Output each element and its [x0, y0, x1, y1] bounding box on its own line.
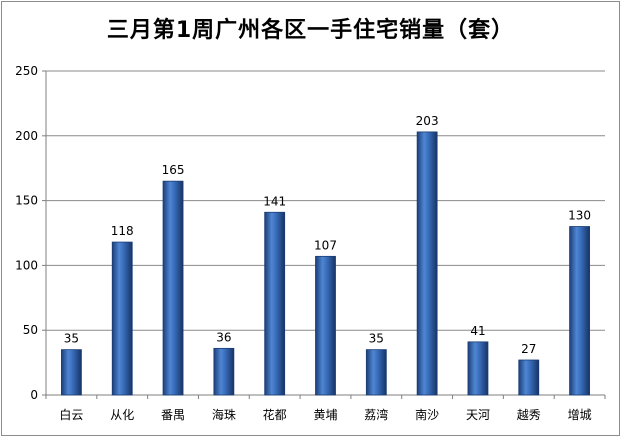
bars	[61, 131, 590, 396]
y-tick-label: 150	[15, 194, 38, 208]
data-label: 35	[369, 332, 384, 346]
data-label: 107	[314, 238, 337, 252]
data-label: 35	[64, 332, 79, 346]
x-tick-label: 白云	[59, 407, 83, 422]
y-tick-label: 250	[15, 64, 38, 78]
x-tick-label: 花都	[263, 407, 287, 422]
x-tick-label: 天河	[466, 408, 490, 422]
x-tick-label: 南沙	[415, 407, 439, 422]
bar-从化	[111, 241, 133, 396]
data-label: 141	[263, 194, 286, 208]
y-tick-label: 100	[15, 258, 38, 272]
bar-天河	[467, 341, 489, 396]
x-tick-label: 从化	[110, 408, 134, 422]
data-label: 130	[568, 209, 591, 223]
chart-title: 三月第1周广州各区一手住宅销量（套）	[106, 18, 515, 43]
bar-增城	[569, 226, 590, 396]
data-label: 118	[111, 224, 134, 238]
bar-白云	[61, 349, 82, 396]
bar-番禺	[162, 180, 184, 396]
data-label: 165	[162, 163, 185, 177]
x-tick-label: 黄埔	[313, 408, 337, 422]
bar-荔湾	[365, 349, 387, 396]
y-tick-label: 50	[23, 323, 38, 337]
data-labels: 35 118 165 36 141 107 35 203 41 27 130	[64, 114, 591, 356]
data-label: 41	[470, 324, 485, 338]
axes: 0 50 100 150 200 250 白云 从化 番禺 海珠 花都 黄埔 荔湾 南沙 天河 越秀 增城	[15, 64, 606, 422]
data-label: 36	[216, 330, 231, 344]
data-label: 27	[521, 342, 536, 356]
bar-花都	[264, 211, 286, 396]
x-tick-label: 海珠	[212, 407, 236, 422]
y-tick-label: 200	[15, 129, 38, 143]
bar-海珠	[213, 347, 235, 396]
x-tick-label: 越秀	[517, 408, 541, 422]
data-label: 203	[416, 114, 439, 128]
x-tick-label: 番禺	[161, 408, 185, 422]
y-tick-label: 0	[30, 388, 38, 402]
x-tick-label: 增城	[568, 408, 592, 422]
x-tick-label: 荔湾	[364, 407, 388, 422]
bar-越秀	[518, 359, 540, 396]
bar-黄埔	[315, 255, 336, 396]
bar-南沙	[416, 131, 438, 396]
